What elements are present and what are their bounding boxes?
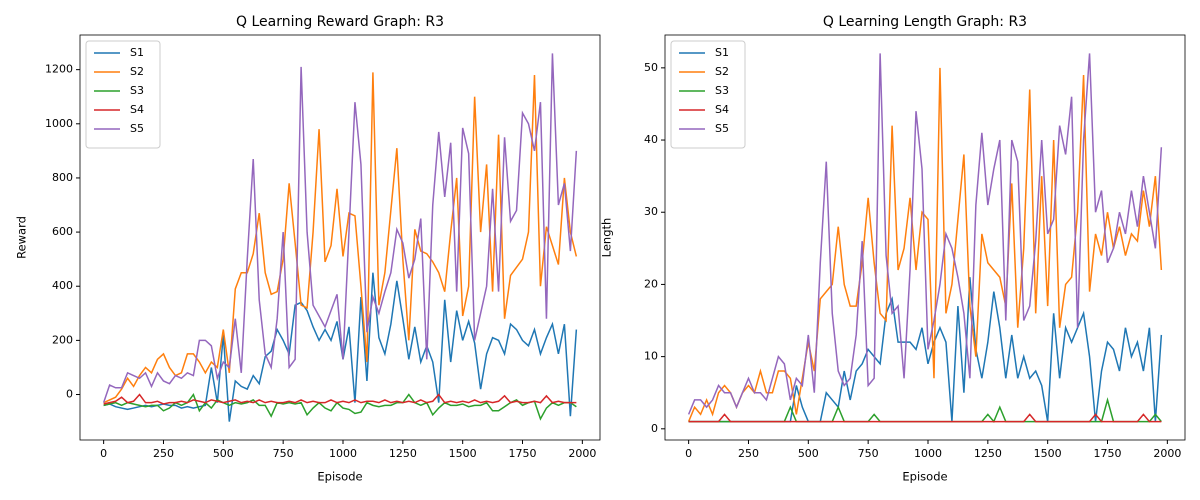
- y-tick-label: 50: [644, 61, 658, 74]
- legend-label: S1: [715, 46, 729, 59]
- x-tick-label: 500: [213, 447, 234, 460]
- chart-title: Q Learning Reward Graph: R3: [236, 14, 444, 30]
- legend-label: S1: [130, 46, 144, 59]
- y-tick-label: 30: [644, 205, 658, 218]
- x-tick-label: 1250: [974, 447, 1002, 460]
- y-tick-label: 400: [52, 279, 73, 292]
- legend-label: S2: [130, 65, 144, 78]
- x-tick-label: 1000: [329, 447, 357, 460]
- y-tick-label: 800: [52, 171, 73, 184]
- x-tick-label: 500: [798, 447, 819, 460]
- x-tick-label: 2000: [1153, 447, 1181, 460]
- legend-label: S2: [715, 65, 729, 78]
- y-tick-label: 1200: [45, 63, 73, 76]
- x-axis-label: Episode: [902, 470, 947, 484]
- series-line: [103, 72, 578, 404]
- series-line: [687, 53, 1163, 415]
- legend-label: S4: [130, 103, 144, 116]
- x-tick-label: 1750: [509, 447, 537, 460]
- series-line: [103, 392, 577, 421]
- series-line: [688, 413, 1162, 423]
- y-tick-label: 10: [644, 350, 658, 363]
- series-line: [103, 393, 577, 405]
- y-axis-label: Length: [600, 218, 614, 258]
- y-tick-label: 1000: [45, 117, 73, 130]
- legend-label: S3: [130, 84, 144, 97]
- y-tick-label: 0: [651, 422, 658, 435]
- x-tick-label: 2000: [568, 447, 596, 460]
- y-axis-label: Reward: [15, 216, 29, 259]
- x-tick-label: 1750: [1094, 447, 1122, 460]
- x-tick-label: 250: [738, 447, 759, 460]
- series-line: [103, 272, 578, 422]
- legend-label: S3: [715, 84, 729, 97]
- legend-label: S4: [715, 103, 729, 116]
- x-tick-label: 250: [153, 447, 174, 460]
- x-tick-label: 0: [100, 447, 107, 460]
- x-tick-label: 750: [858, 447, 879, 460]
- legend-box: [85, 40, 161, 149]
- series-line: [102, 53, 578, 403]
- plot-frame: [79, 34, 601, 441]
- x-tick-label: 0: [685, 447, 692, 460]
- series-line: [688, 277, 1163, 423]
- x-tick-label: 1500: [449, 447, 477, 460]
- legend-label: S5: [130, 122, 144, 135]
- legend-box: [670, 40, 746, 149]
- x-tick-label: 1500: [1034, 447, 1062, 460]
- x-axis-label: Episode: [317, 470, 362, 484]
- y-tick-label: 600: [52, 225, 73, 238]
- series-line: [687, 67, 1163, 422]
- x-tick-label: 1250: [389, 447, 417, 460]
- y-tick-label: 0: [66, 388, 73, 401]
- series-line: [688, 397, 1162, 424]
- y-tick-label: 200: [52, 333, 73, 346]
- legend-label: S5: [715, 122, 729, 135]
- y-tick-label: 20: [644, 277, 658, 290]
- x-tick-label: 1000: [914, 447, 942, 460]
- chart-title: Q Learning Length Graph: R3: [823, 14, 1027, 30]
- x-tick-label: 750: [273, 447, 294, 460]
- plot-frame: [664, 34, 1186, 441]
- y-tick-label: 40: [644, 133, 658, 146]
